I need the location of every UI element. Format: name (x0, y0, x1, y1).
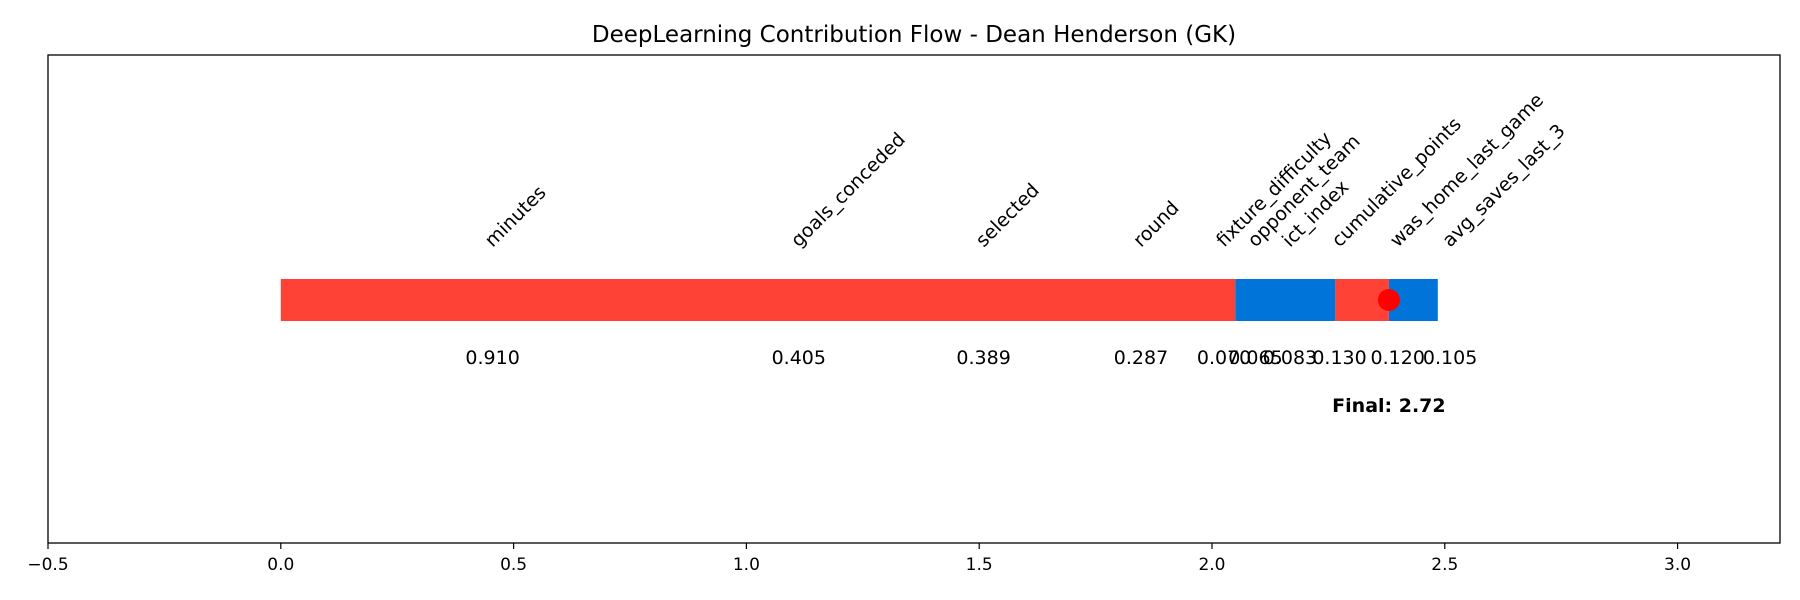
x-tick-label: 0.5 (500, 555, 527, 575)
contribution-value-label: 0.105 (1423, 347, 1477, 369)
contribution-value-label: 0.070 (1197, 347, 1251, 369)
x-tick-label: −0.5 (27, 555, 68, 575)
contribution-bar-segment (1235, 279, 1336, 321)
marker-layer (1377, 289, 1400, 311)
contribution-value-label: 0.120 (1371, 347, 1425, 369)
final-prediction-marker (1377, 289, 1400, 311)
feature-labels: minutes goals_conceded selected round fixtur… (481, 89, 1570, 251)
x-axis: −0.5 0.0 0.5 1.0 1.5 2.0 2.5 3.0 (27, 543, 1691, 575)
contribution-value-label: 0.389 (956, 347, 1010, 369)
feature-label: selected (972, 179, 1044, 251)
x-tick-label: 1.0 (733, 555, 760, 575)
x-tick-label: 2.5 (1431, 555, 1458, 575)
chart-title: DeepLearning Contribution Flow - Dean He… (592, 22, 1236, 48)
contribution-value-label: 0.910 (465, 347, 519, 369)
contribution-value-label: 0.065 (1228, 347, 1282, 369)
feature-label: minutes (481, 182, 551, 252)
feature-label: goals_conceded (787, 128, 910, 251)
x-tick-label: 1.5 (966, 555, 993, 575)
final-value-label: Final: 2.72 (1332, 395, 1445, 417)
value-labels: 0.910 0.405 0.389 0.287 0.0700.0650.0830.130… (465, 347, 1477, 369)
contribution-value-label: 0.130 (1312, 347, 1366, 369)
contribution-value-label: 0.083 (1263, 347, 1317, 369)
contribution-value-label: 0.405 (772, 347, 826, 369)
x-tick-label: 3.0 (1664, 555, 1691, 575)
plot-area-frame (47, 54, 1781, 544)
x-tick-label: 0.0 (267, 555, 294, 575)
contribution-bar-segment (280, 279, 1236, 321)
contribution-value-label: 0.287 (1114, 347, 1168, 369)
x-tick-label: 2.0 (1198, 555, 1225, 575)
bars-layer (280, 279, 1438, 321)
feature-label: round (1129, 197, 1184, 252)
